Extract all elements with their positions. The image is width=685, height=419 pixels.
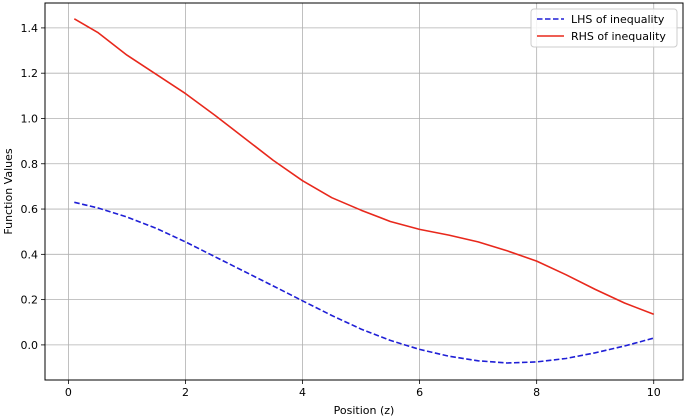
y-tick-label: 0.2 xyxy=(21,294,39,307)
y-tick-label: 1.2 xyxy=(21,67,39,80)
y-tick-label: 0.4 xyxy=(21,248,39,261)
x-tick-label: 4 xyxy=(299,386,306,399)
x-tick-label: 8 xyxy=(533,386,540,399)
y-axis-label: Function Values xyxy=(2,148,15,234)
x-axis-label: Position (z) xyxy=(334,404,395,417)
legend-label-rhs: RHS of inequality xyxy=(571,30,666,43)
axis-ticks: 0 2 4 6 8 10 0.0 0.2 0.4 0.6 0.8 1.0 1.2 1.4 xyxy=(21,22,661,399)
y-tick-label: 1.0 xyxy=(21,112,39,125)
y-tick-label: 0.8 xyxy=(21,158,39,171)
y-tick-label: 0.6 xyxy=(21,203,39,216)
x-tick-label: 0 xyxy=(65,386,72,399)
legend-label-lhs: LHS of inequality xyxy=(571,13,665,26)
series-lines xyxy=(73,18,654,364)
legend-box xyxy=(530,8,678,48)
grid-lines xyxy=(45,3,683,380)
x-tick-label: 10 xyxy=(647,386,661,399)
plot-frame xyxy=(44,2,684,381)
y-tick-label: 0.0 xyxy=(21,339,39,352)
series-line-rhs xyxy=(73,18,654,316)
y-tick-label: 1.4 xyxy=(21,22,39,35)
x-tick-label: 6 xyxy=(416,386,423,399)
x-tick-label: 2 xyxy=(182,386,189,399)
series-line-lhs xyxy=(74,201,654,364)
legend: LHS of inequality RHS of inequality xyxy=(530,8,678,48)
